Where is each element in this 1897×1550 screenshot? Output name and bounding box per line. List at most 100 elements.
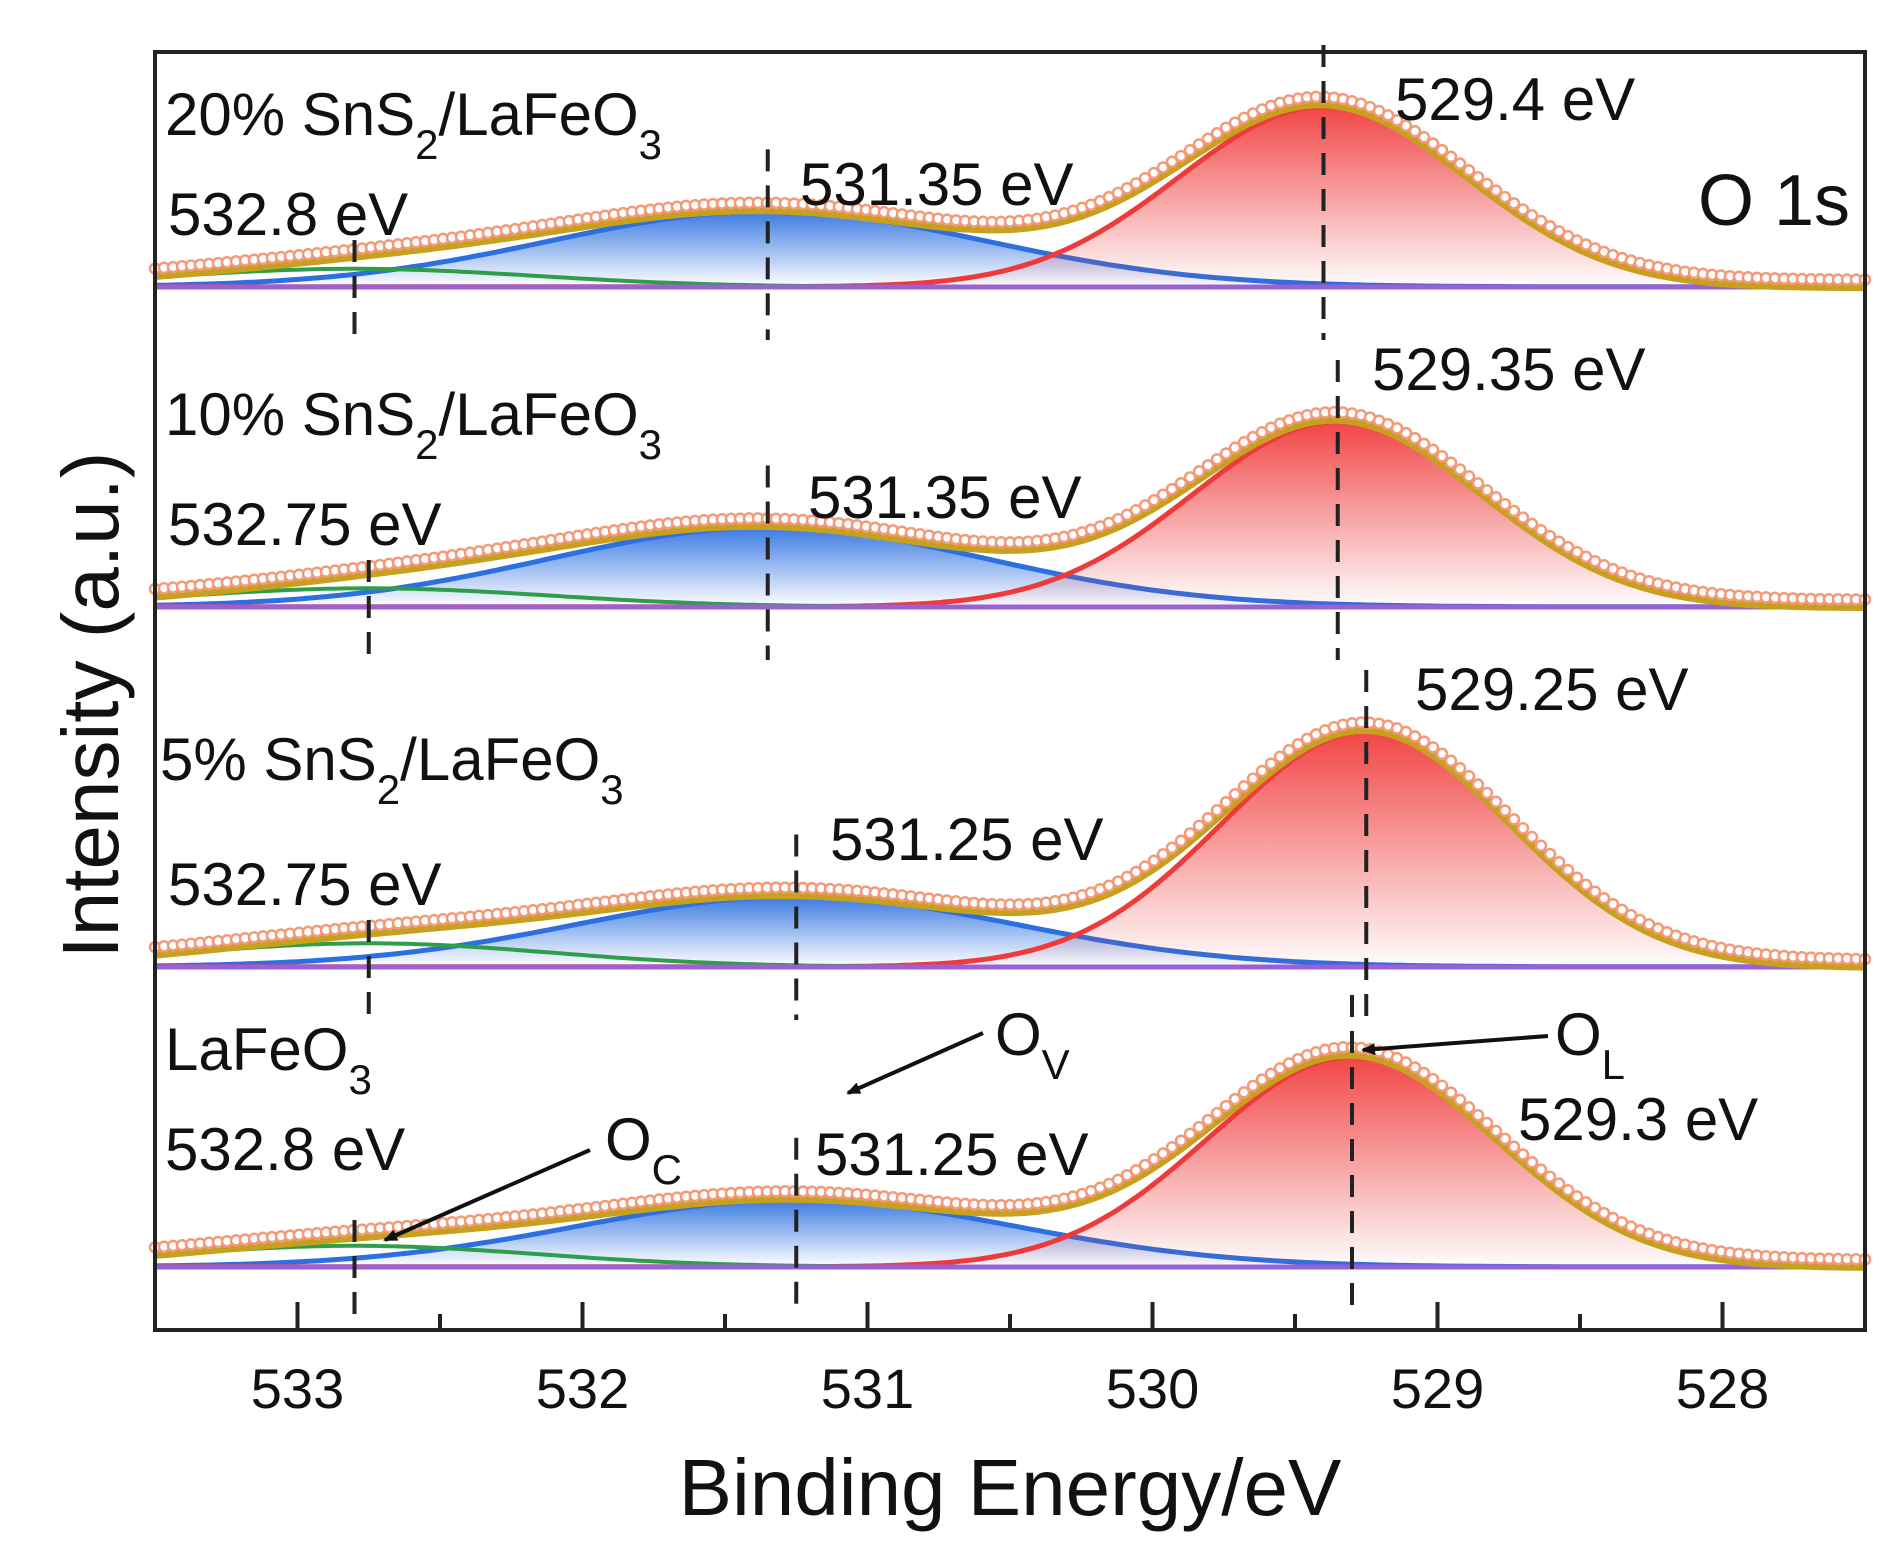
series-3-data-point bbox=[1255, 1073, 1269, 1086]
series-2-data-point bbox=[1489, 795, 1503, 808]
series-3-data-point bbox=[1201, 1113, 1215, 1127]
x-tick-label: 529 bbox=[1391, 1357, 1484, 1420]
x-tick-label: 531 bbox=[821, 1357, 914, 1420]
series-1-data-point bbox=[1498, 497, 1512, 511]
series-0-data-point bbox=[1417, 131, 1431, 144]
series-2-data-point bbox=[1426, 741, 1440, 754]
series-2-ov-fill bbox=[155, 896, 1865, 967]
label-0-ol-energy: 529.3 eV bbox=[1518, 1086, 1758, 1153]
series-2-data-point bbox=[1183, 827, 1197, 840]
series-1-data-point bbox=[1507, 504, 1521, 518]
series-1-data-point bbox=[1417, 437, 1431, 451]
series-2-data-point bbox=[1273, 750, 1287, 764]
series-3-data-point bbox=[1480, 1116, 1494, 1130]
series-1-data-point bbox=[1210, 453, 1224, 466]
series-0-data-point bbox=[1408, 125, 1422, 138]
series-0-data-points bbox=[148, 90, 1872, 286]
series-0-data-point bbox=[1156, 161, 1170, 174]
label-20-oc-energy: 532.8 eV bbox=[168, 181, 408, 248]
series-2-data-point bbox=[1498, 804, 1512, 817]
series-2-data-point bbox=[1246, 772, 1260, 785]
series-1-data-point bbox=[1408, 431, 1422, 445]
series-3-data-point bbox=[1147, 1153, 1161, 1166]
series-3-data-point bbox=[1408, 1061, 1422, 1074]
series-3-data-point bbox=[1462, 1101, 1476, 1114]
label-10-ov-energy: 531.35 eV bbox=[808, 464, 1082, 531]
series-0-ol-fill bbox=[155, 106, 1865, 287]
series-3-data-point bbox=[1525, 1155, 1539, 1169]
series-3-data-point bbox=[1183, 1127, 1197, 1141]
series-0-data-point bbox=[1147, 166, 1161, 180]
series-2-data-point bbox=[1138, 860, 1152, 873]
series-3-data-point bbox=[1237, 1086, 1251, 1099]
curves-layer bbox=[148, 90, 1872, 1271]
series-3-data-point bbox=[1264, 1067, 1278, 1081]
series-2-data-point bbox=[1264, 757, 1278, 770]
series-3-data-point bbox=[1489, 1124, 1503, 1138]
series-0-data-point bbox=[1399, 119, 1413, 132]
series-2-data-point bbox=[1408, 730, 1422, 743]
series-3-data-point bbox=[1192, 1120, 1206, 1134]
series-2-data-point bbox=[1543, 847, 1557, 861]
series-3-data-point bbox=[1516, 1148, 1530, 1161]
series-3-data-point bbox=[1588, 1201, 1602, 1215]
arrow-oc bbox=[383, 1148, 591, 1242]
series-2-data-point bbox=[1435, 747, 1449, 761]
series-3-data-point bbox=[1444, 1086, 1458, 1099]
series-1-data-point bbox=[1489, 491, 1503, 504]
series-2-data-point bbox=[1561, 863, 1575, 877]
series-2-data-point bbox=[1156, 848, 1170, 861]
series-3-data-point bbox=[1471, 1108, 1485, 1122]
series-2-data-point bbox=[1210, 804, 1224, 817]
series-2-data-point bbox=[1417, 735, 1431, 748]
series-1-data-point bbox=[1435, 449, 1449, 463]
series-0-data-point bbox=[1489, 184, 1503, 197]
series-2-data-point bbox=[1615, 903, 1629, 917]
series-2-envelope bbox=[154, 724, 1866, 971]
series-3-data-point bbox=[1498, 1132, 1512, 1146]
series-0-data-point bbox=[1462, 164, 1476, 177]
series-group-3 bbox=[148, 1040, 1872, 1271]
series-2-data-points bbox=[148, 716, 1872, 966]
series-1-data-point bbox=[1561, 540, 1575, 554]
series-2-data-point bbox=[1525, 830, 1539, 844]
sample-label-5pct: 5% SnS2/LaFeO3 bbox=[160, 726, 624, 813]
series-3-data-point bbox=[1570, 1190, 1584, 1203]
series-1-data-point bbox=[1534, 523, 1548, 537]
label-10-oc-energy: 532.75 eV bbox=[168, 491, 442, 558]
series-2-data-point bbox=[1219, 796, 1233, 809]
series-2-data-point bbox=[1129, 865, 1143, 879]
series-0-data-point bbox=[1507, 197, 1521, 210]
series-3-data-point bbox=[1561, 1183, 1575, 1197]
series-1-data-point bbox=[1471, 477, 1485, 490]
label-5-oc-energy: 532.75 eV bbox=[168, 851, 442, 918]
series-2-data-point bbox=[1471, 778, 1485, 791]
series-2-data-point bbox=[1579, 878, 1593, 892]
series-0-data-point bbox=[1471, 170, 1485, 184]
x-tick-label: 532 bbox=[536, 1357, 629, 1420]
series-1-data-point bbox=[1237, 436, 1251, 449]
label-5-ov-energy: 531.25 eV bbox=[830, 806, 1104, 873]
series-0-data-point bbox=[1138, 172, 1152, 185]
series-1-data-point bbox=[1147, 493, 1161, 507]
series-0-data-point bbox=[1165, 155, 1179, 169]
x-tick-label: 530 bbox=[1106, 1357, 1199, 1420]
series-3-data-point bbox=[1453, 1093, 1467, 1107]
series-0-data-point bbox=[1498, 190, 1512, 204]
series-3-data-point bbox=[1507, 1140, 1521, 1154]
series-0-ov-fill bbox=[155, 211, 1865, 287]
series-0-data-point bbox=[1435, 143, 1449, 157]
series-3-data-point bbox=[1543, 1170, 1557, 1183]
series-0-data-point bbox=[1453, 157, 1467, 170]
sample-label-20pct: 20% SnS2/LaFeO3 bbox=[165, 81, 662, 168]
series-3-ov-fill bbox=[155, 1199, 1865, 1267]
label-0-ov-energy: 531.25 eV bbox=[815, 1121, 1089, 1188]
series-2-data-point bbox=[1291, 738, 1305, 751]
series-group-2 bbox=[148, 716, 1872, 971]
series-1-data-point bbox=[1462, 470, 1476, 483]
arrow-ol bbox=[1361, 1034, 1549, 1056]
series-1-data-point bbox=[1543, 529, 1557, 543]
series-2-data-point bbox=[1147, 854, 1161, 867]
series-2-data-point bbox=[1120, 870, 1134, 884]
series-2-data-point bbox=[1282, 744, 1296, 757]
